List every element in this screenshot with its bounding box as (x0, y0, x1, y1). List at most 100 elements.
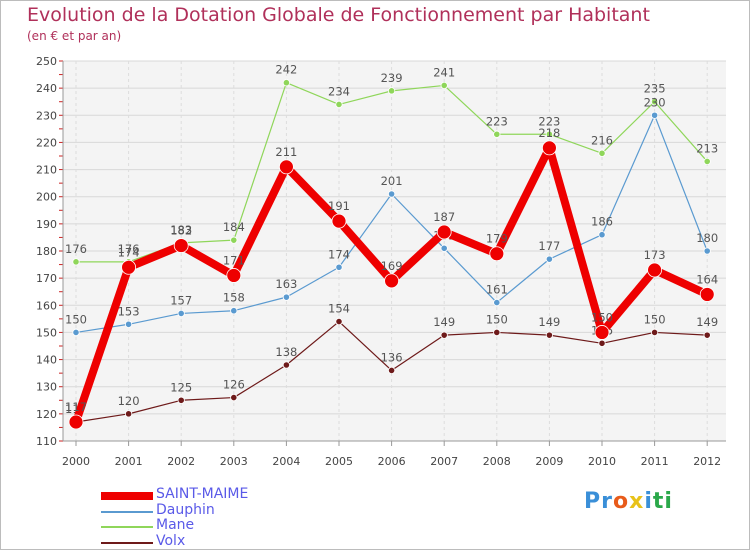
data-label: 201 (381, 174, 403, 188)
data-point (594, 325, 610, 340)
data-label: 180 (696, 231, 718, 245)
x-tick-label: 2002 (167, 455, 195, 468)
data-label: 176 (65, 242, 87, 256)
data-label: 164 (696, 272, 718, 286)
data-point (650, 111, 659, 119)
logo-letter: o (612, 489, 630, 514)
data-label: 182 (170, 224, 192, 238)
y-tick-label: 250 (36, 55, 57, 68)
data-label: 242 (275, 63, 297, 77)
y-tick-label: 160 (36, 299, 57, 312)
series-dauphin: 150153157158163174201181161177186230180 (65, 95, 718, 337)
data-point (387, 87, 396, 95)
x-tick-label: 2003 (220, 455, 248, 468)
x-tick-label: 2011 (641, 455, 669, 468)
legend-swatch (101, 541, 153, 544)
y-tick-label: 140 (36, 354, 57, 367)
x-tick-label: 2009 (535, 455, 563, 468)
data-label: 149 (433, 315, 455, 329)
x-tick-label: 2008 (483, 455, 511, 468)
data-label: 218 (538, 126, 560, 140)
data-point (650, 98, 659, 106)
data-point (647, 262, 662, 278)
data-label: 223 (486, 114, 508, 128)
data-point (282, 361, 290, 369)
y-tick-label: 210 (36, 164, 57, 177)
data-point (699, 287, 715, 302)
x-tick-label: 2004 (272, 455, 300, 468)
data-point (493, 298, 501, 307)
y-tick-label: 170 (36, 272, 57, 285)
data-label: 150 (644, 312, 666, 326)
data-label: 161 (486, 283, 508, 297)
proxiti-logo: Proxiti (584, 489, 673, 514)
data-label: 138 (275, 345, 297, 359)
data-point (545, 130, 554, 138)
data-point (226, 268, 242, 283)
data-label: 211 (275, 145, 297, 159)
y-tick-label: 200 (36, 191, 57, 204)
data-point (440, 331, 448, 339)
data-label: 230 (644, 95, 666, 109)
data-label: 179 (486, 232, 508, 246)
legend-label: Volx (156, 532, 186, 549)
data-label: 158 (223, 291, 245, 305)
data-label: 150 (591, 310, 613, 324)
data-point (335, 317, 343, 326)
data-point (177, 396, 185, 404)
data-point (703, 331, 711, 339)
series-saint-maime: 117 174 182 171 211 191 169 187 179 218 150 173 164 (65, 126, 718, 430)
data-label: 176 (118, 242, 140, 256)
x-tick-label: 2005 (325, 455, 353, 468)
data-label: 183 (170, 223, 192, 237)
data-point (230, 307, 238, 315)
data-point (703, 247, 711, 255)
data-point (493, 328, 501, 337)
data-point (489, 246, 505, 262)
data-label: 153 (118, 304, 140, 318)
y-tick-label: 120 (36, 408, 57, 421)
legend-label: Mane (156, 517, 195, 533)
data-point (598, 339, 606, 347)
data-label: 169 (381, 259, 403, 273)
data-label: 120 (118, 394, 140, 408)
y-tick-label: 180 (36, 245, 57, 258)
data-label: 150 (486, 312, 508, 326)
logo-letter: x (629, 489, 645, 514)
data-label: 187 (433, 210, 455, 224)
data-point (335, 100, 343, 109)
data-label: 213 (696, 141, 718, 155)
data-label: 157 (170, 293, 192, 307)
data-point (335, 263, 343, 271)
data-point (282, 293, 290, 301)
data-label: 241 (433, 65, 455, 79)
data-label: 154 (328, 302, 350, 316)
legend-swatch (101, 510, 153, 513)
data-label: 125 (170, 380, 192, 394)
logo-letter: i (644, 489, 653, 514)
x-tick-label: 2007 (430, 455, 458, 468)
data-point (173, 238, 189, 253)
data-label: 149 (696, 315, 718, 329)
data-point (72, 328, 80, 337)
chart-title: Evolution de la Dotation Globale de Fonc… (27, 4, 650, 26)
data-label: 171 (223, 253, 245, 267)
data-point (230, 236, 238, 244)
axes: 1101201301401501601701801902002102202302… (36, 55, 726, 468)
data-point (542, 140, 557, 156)
legend-swatch (101, 526, 153, 528)
data-label: 177 (538, 239, 560, 253)
data-label: 163 (275, 277, 297, 291)
data-label: 191 (328, 199, 350, 213)
data-point (68, 414, 84, 430)
y-tick-label: 110 (36, 435, 57, 448)
x-tick-label: 2010 (588, 455, 616, 468)
data-point (72, 258, 80, 266)
data-point (598, 149, 606, 157)
data-point (598, 231, 606, 239)
data-point (440, 81, 448, 90)
data-point (331, 213, 347, 229)
data-label: 117 (65, 400, 87, 414)
y-tick-label: 130 (36, 381, 57, 394)
